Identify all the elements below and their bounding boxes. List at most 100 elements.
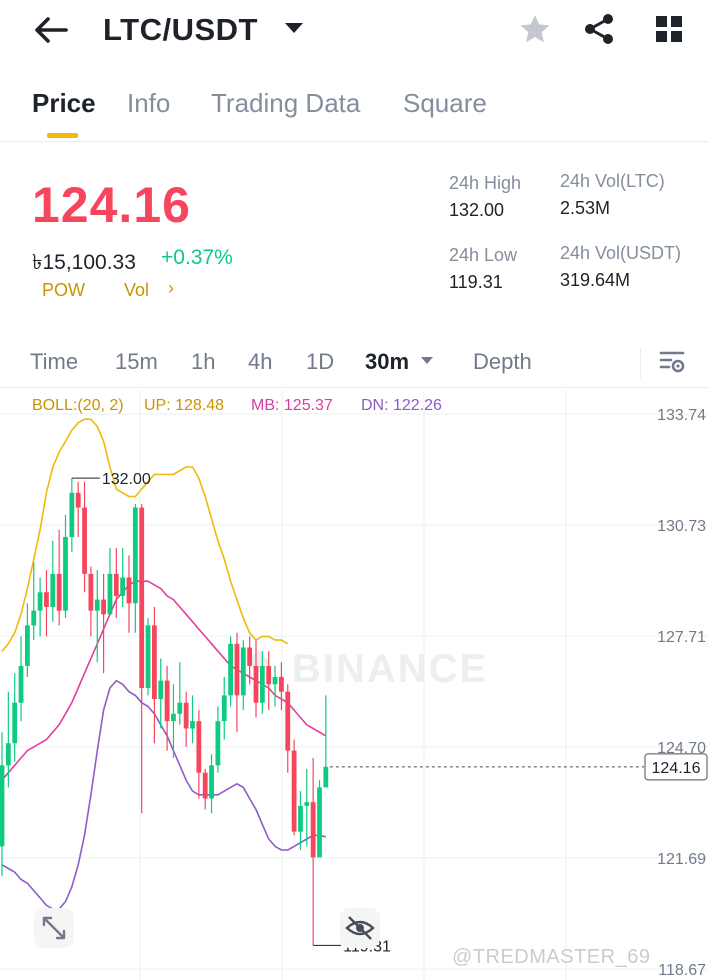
interval-15m[interactable]: 15m xyxy=(115,349,158,374)
tab-info[interactable]: Info xyxy=(127,88,171,118)
chevron-right-icon[interactable]: › xyxy=(168,278,174,298)
candle-body xyxy=(31,610,37,626)
candle-body xyxy=(240,647,246,696)
candle-body xyxy=(279,676,284,692)
last-price-box xyxy=(644,753,708,781)
interval-depth[interactable]: Depth xyxy=(473,349,532,374)
candle-body xyxy=(202,772,208,799)
candle-body xyxy=(177,702,183,714)
boll-mb-label: MB: 125.37 xyxy=(251,397,333,414)
boll-mb-line xyxy=(1,580,327,781)
candle-body xyxy=(164,680,170,722)
vol-quote-label: 24h Vol(USDT) xyxy=(560,243,682,263)
boll-label: BOLL:(20, 2) xyxy=(32,397,124,414)
candle-body xyxy=(317,787,322,858)
candle-body xyxy=(56,573,62,611)
active-tab-indicator xyxy=(47,133,78,138)
candle-body xyxy=(126,577,132,604)
boll-up-label: UP: 128.48 xyxy=(144,397,225,414)
candle-body xyxy=(18,665,24,703)
candle-body xyxy=(209,765,214,799)
candle-body xyxy=(44,592,49,607)
y-tick-label: 127.71 xyxy=(657,629,706,646)
tab-price[interactable]: Price xyxy=(32,88,96,118)
tag-vol[interactable]: Vol xyxy=(124,280,150,300)
tab-square[interactable]: Square xyxy=(403,88,487,118)
candle-body xyxy=(183,702,189,729)
pair-title[interactable]: LTC/USDT xyxy=(103,12,258,47)
candle-body xyxy=(37,592,43,611)
candle-body xyxy=(158,680,164,700)
candle-body xyxy=(310,802,316,858)
high-value: 132.00 xyxy=(449,200,505,220)
candle-body xyxy=(25,625,30,666)
low-value: 119.31 xyxy=(449,272,503,292)
app-header: LTC/USDT xyxy=(0,0,708,64)
candle-body xyxy=(69,492,75,538)
candle-body xyxy=(266,665,272,685)
vol-base-value: 2.53M xyxy=(560,198,611,218)
candle-body xyxy=(215,721,221,766)
vol-quote-value: 319.64M xyxy=(560,270,631,290)
low-label: 24h Low xyxy=(449,245,518,265)
candle-body xyxy=(272,676,278,685)
back-arrow-icon[interactable] xyxy=(32,14,68,46)
candle-body xyxy=(113,573,119,596)
candle-body xyxy=(50,573,56,607)
dropdown-caret-icon[interactable] xyxy=(285,23,303,33)
last-price-label: 124.16 xyxy=(652,760,701,777)
interval-caret-icon[interactable] xyxy=(421,357,433,364)
interval-30m[interactable]: 30m xyxy=(365,349,410,374)
share-icon[interactable] xyxy=(582,12,616,46)
hide-indicator-icon[interactable] xyxy=(338,906,382,950)
candle-body xyxy=(285,691,291,751)
tab-bar: Price Info Trading Data Square xyxy=(0,78,708,142)
chart-settings-icon[interactable] xyxy=(658,348,686,376)
vol-base-label: 24h Vol(LTC) xyxy=(560,171,665,191)
boll-dn-label: DN: 122.26 xyxy=(361,397,442,414)
y-tick-label: 124.70 xyxy=(657,740,706,757)
candle-body xyxy=(132,507,138,604)
candle-body xyxy=(304,802,310,806)
candle-body xyxy=(171,713,176,722)
candlestick-chart[interactable]: BINANCE 133.74 130.73 127.71 124.70 121.69 118… xyxy=(0,390,708,980)
y-tick-label: 121.69 xyxy=(657,851,706,868)
candle-body xyxy=(196,721,202,773)
price-change: +0.37% xyxy=(161,246,233,269)
candle-body xyxy=(221,695,227,722)
candle-body xyxy=(88,573,94,611)
interval-4h[interactable]: 4h xyxy=(248,349,273,374)
candle-body xyxy=(120,577,126,596)
high-marker-label: 132.00 xyxy=(102,471,151,488)
candle-body xyxy=(190,721,195,729)
interval-bar: Time 15m 1h 4h 1D 30m Depth xyxy=(0,340,708,388)
candle-body xyxy=(298,805,303,832)
watermark-text: @TREDMASTER_69 xyxy=(452,946,651,968)
candle-body xyxy=(228,643,233,696)
candle-body xyxy=(139,507,145,689)
candle-body xyxy=(63,537,68,611)
candle-body xyxy=(82,507,87,574)
y-tick-label: 133.74 xyxy=(657,407,706,424)
candle-body xyxy=(247,647,253,666)
candle-body xyxy=(75,492,81,508)
grid-menu-icon[interactable] xyxy=(652,12,686,46)
tag-pow[interactable]: POW xyxy=(42,280,85,300)
boll-dn-line xyxy=(1,679,326,910)
candle-body xyxy=(12,702,18,744)
candle-body xyxy=(94,599,100,611)
candle-body xyxy=(259,665,265,703)
tab-trading-data[interactable]: Trading Data xyxy=(211,88,361,118)
star-icon[interactable] xyxy=(518,12,552,46)
fullscreen-icon[interactable] xyxy=(32,906,76,950)
candle-body xyxy=(0,765,5,847)
interval-time[interactable]: Time xyxy=(30,349,79,374)
candle-body xyxy=(5,743,11,766)
fiat-price: ৳15,100.33 xyxy=(32,251,136,274)
interval-1d[interactable]: 1D xyxy=(306,349,335,374)
last-price: 124.16 xyxy=(32,177,191,233)
interval-1h[interactable]: 1h xyxy=(191,349,216,374)
boll-up-line xyxy=(1,418,289,652)
candle-body xyxy=(323,766,329,788)
binance-logo-text: BINANCE xyxy=(292,647,488,691)
